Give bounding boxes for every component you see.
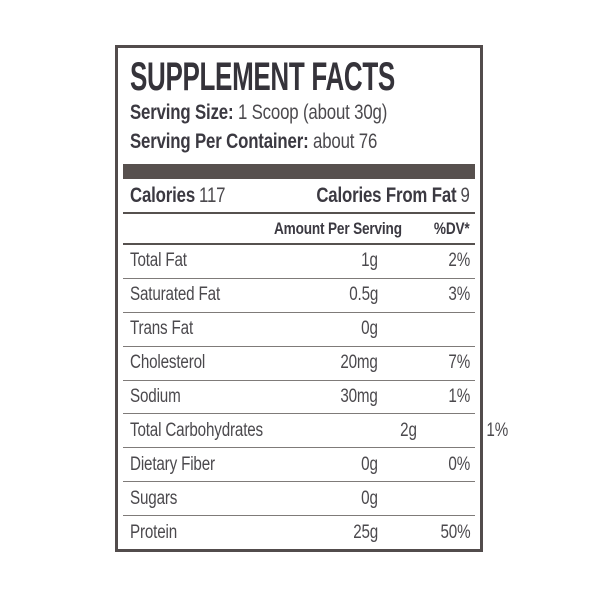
rule-below-header <box>123 243 475 245</box>
nutrient-dv: 7% <box>448 352 470 374</box>
serving-size-label: Serving Size: <box>130 101 234 124</box>
servings-per-container-line: Serving Per Container: about 76 <box>130 127 472 156</box>
nutrient-dv: 1% <box>448 386 470 407</box>
table-row: Total Fat 1g 2% <box>118 245 480 278</box>
row-divider <box>123 447 475 449</box>
nutrient-dv <box>378 318 470 340</box>
serving-size-value: 1 Scoop (about 30g) <box>237 101 388 124</box>
calories-left: Calories 117 <box>130 184 225 208</box>
nutrient-amount: 2g <box>399 419 417 441</box>
nutrient-name: Saturated Fat <box>130 284 221 306</box>
table-row: Dietary Fiber 0g 0% <box>118 448 480 481</box>
nutrient-dv: 2% <box>448 250 470 272</box>
nutrient-amount: 20mg <box>340 352 379 374</box>
table-row: Total Carbohydrates 2g 1% <box>118 414 508 447</box>
row-divider <box>123 379 475 381</box>
row-divider <box>123 345 475 347</box>
calories-from-fat: Calories From Fat 9 <box>317 184 470 208</box>
nutrient-dv: 3% <box>448 284 470 306</box>
dv-column-header: %DV* <box>434 218 470 238</box>
table-row: Cholesterol 20mg 7% <box>118 347 480 380</box>
amount-column-header: Amount Per Serving <box>273 218 402 238</box>
calories-row: Calories 117 Calories From Fat 9 <box>118 179 480 212</box>
page-title: SUPPLEMENT FACTS <box>130 56 472 98</box>
nutrient-amount: 25g <box>353 521 378 543</box>
calories-label: Calories <box>130 183 196 207</box>
nutrient-amount: 0g <box>361 487 378 509</box>
rule-below-calories <box>123 212 475 214</box>
nutrient-name: Sodium <box>130 386 181 407</box>
serving-size-line: Serving Size: 1 Scoop (about 30g) <box>130 98 472 127</box>
row-divider <box>123 277 475 279</box>
row-divider <box>123 413 475 415</box>
supplement-facts-label: SUPPLEMENT FACTS Serving Size: 1 Scoop (… <box>115 45 508 552</box>
table-row: Sugars 0g <box>118 482 480 515</box>
nutrient-amount: 1g <box>361 250 378 272</box>
nutrient-dv: 1% <box>486 419 509 441</box>
nutrient-name: Cholesterol <box>130 352 206 374</box>
row-divider <box>123 311 475 313</box>
nutrient-name: Total Fat <box>130 250 187 272</box>
calories-from-fat-value: 9 <box>460 183 470 207</box>
table-row: Sodium 30mg 1% <box>118 381 480 414</box>
row-divider <box>123 515 475 517</box>
calories-from-fat-label: Calories From Fat <box>316 183 457 207</box>
servings-per-container-label: Serving Per Container: <box>130 130 309 153</box>
nutrient-amount: 0g <box>361 318 378 340</box>
servings-per-container-value: about 76 <box>313 130 378 153</box>
calories-value: 117 <box>199 183 226 207</box>
nutrient-table: Total Fat 1g 2% Saturated Fat 0.5g 3% Trans Fa… <box>118 245 508 549</box>
column-header-row: Amount Per Serving %DV* <box>118 214 480 243</box>
nutrient-dv: 0% <box>448 453 470 475</box>
nutrient-dv: 50% <box>440 521 470 543</box>
nutrient-amount: 30mg <box>340 386 379 407</box>
table-row: Protein 25g 50% <box>118 516 480 549</box>
nutrient-name: Protein <box>130 521 178 543</box>
nutrient-dv <box>378 488 470 510</box>
nutrient-amount: 0.5g <box>349 284 378 306</box>
nutrient-name: Sugars <box>130 487 178 509</box>
nutrient-name: Total Carbohydrates <box>130 419 263 441</box>
nutrient-amount: 0g <box>361 453 378 475</box>
divider-bar <box>123 164 475 179</box>
table-row: Trans Fat 0g <box>118 313 480 346</box>
nutrient-name: Trans Fat <box>130 318 194 340</box>
nutrient-name: Dietary Fiber <box>130 453 215 475</box>
row-divider <box>123 481 475 483</box>
label-header: SUPPLEMENT FACTS Serving Size: 1 Scoop (… <box>118 48 480 162</box>
table-row: Saturated Fat 0.5g 3% <box>118 279 480 312</box>
page-title-text: SUPPLEMENT FACTS <box>130 55 395 99</box>
